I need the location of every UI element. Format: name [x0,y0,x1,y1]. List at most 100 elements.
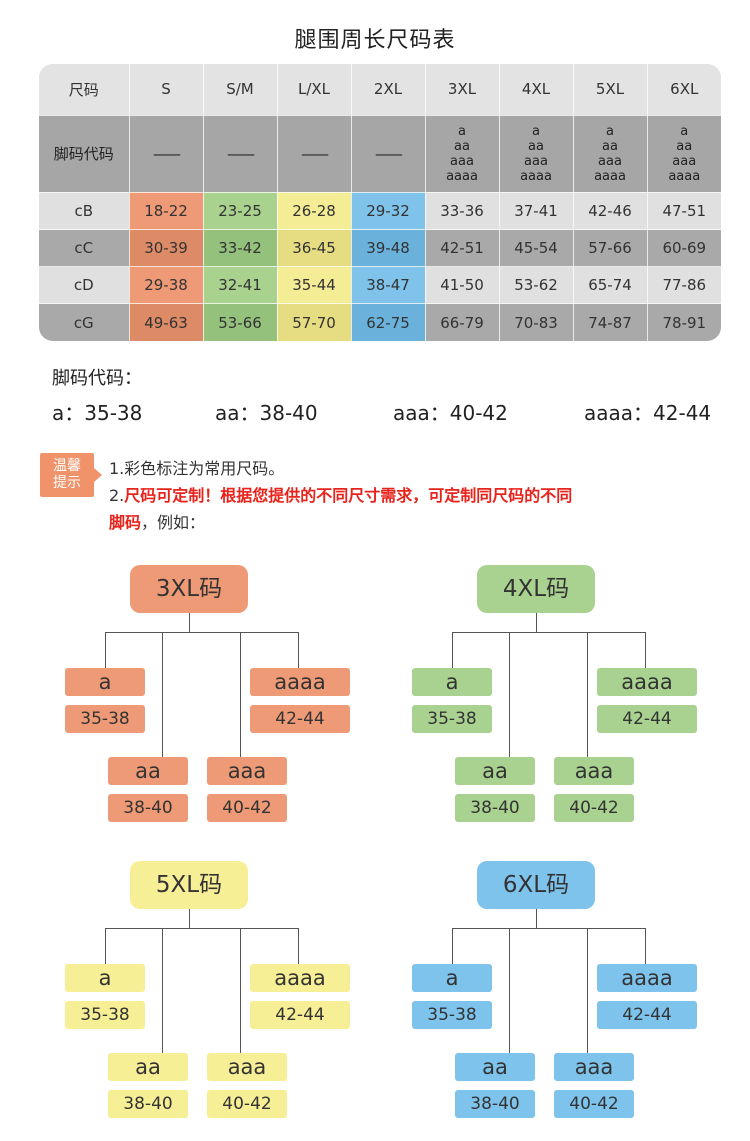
tip-line-2: 2.尺码可定制！根据您提供的不同尺寸需求，可定制同尺码的不同 [109,482,572,506]
tree-leaf-range: 40-42 [207,794,287,822]
tree-connector [240,632,241,758]
tree-leaf-range: 38-40 [455,794,535,822]
tree-leaf-range: 35-38 [412,705,492,733]
row-label: cB [39,192,130,231]
tree-connector [587,928,588,1054]
table-header-row: 尺码 S S/M L/XL 2XL 3XL 4XL 5XL 6XL [39,64,721,116]
tree-connector [105,928,298,929]
legend-item: aaaa：42-44 [584,401,712,425]
table-cell: 42-46 [573,192,648,231]
table-cell: 42-51 [425,229,500,268]
header-cell: 尺码 [39,64,130,116]
tree-leaf-label: aa [455,757,535,785]
table-cell: 38-47 [351,266,426,305]
row-label: cG [39,303,130,341]
tip-badge: 温馨 提示 [40,453,102,497]
tree-leaf-range: 35-38 [412,1001,492,1029]
table-cell: 60-69 [647,229,721,268]
tree-connector [536,909,537,928]
table-cell: 57-66 [573,229,648,268]
table-row: cG 49-63 53-66 57-70 62-75 66-79 70-83 7… [39,303,721,341]
tree-connector [105,632,106,668]
tree-leaf-range: 35-38 [65,1001,145,1029]
code-dash: —— [203,115,278,193]
table-cell: 57-70 [277,303,352,341]
table-cell: 33-36 [425,192,500,231]
header-cell: 6XL [647,64,721,116]
tree-connector [452,928,453,964]
header-cell: 3XL [425,64,500,116]
code-stack: a aa aaa aaaa [573,115,648,193]
tree-leaf-label: aaaa [250,964,350,992]
table-cell: 41-50 [425,266,500,305]
row-label: 脚码代码 [39,115,130,193]
table-cell: 29-38 [129,266,204,305]
table-cell: 77-86 [647,266,721,305]
code-dash: —— [351,115,426,193]
tree-connector [452,632,645,633]
tree-leaf-label: aa [108,757,188,785]
tree-leaf-range: 38-40 [455,1090,535,1118]
table-cell: 65-74 [573,266,648,305]
tree-leaf-label: a [412,964,492,992]
table-cell: 29-32 [351,192,426,231]
foot-code-row: 脚码代码 —— —— —— —— a aa aaa aaaa a aa aaa aaaa a… [39,115,721,193]
tree-leaf-range: 38-40 [108,794,188,822]
tree-root: 3XL码 [130,565,248,613]
table-cell: 32-41 [203,266,278,305]
tree-connector [452,632,453,668]
tip-badge-line: 提示 [53,475,81,491]
tree-leaf-range: 40-42 [554,794,634,822]
size-tree: 6XL码 a 35-38 aa 38-40 aaa 40-42 aaaa 42-44 [412,861,732,1131]
table-cell: 36-45 [277,229,352,268]
code-stack: a aa aaa aaaa [425,115,500,193]
table-row: cB 18-22 23-25 26-28 29-32 33-36 37-41 4… [39,192,721,231]
table-cell: 74-87 [573,303,648,341]
row-label: cD [39,266,130,305]
tree-leaf-label: aaa [207,1053,287,1081]
tip-prefix: 2. [109,486,125,505]
header-cell: 5XL [573,64,648,116]
tree-connector [452,928,645,929]
tree-leaf-label: aaaa [250,668,350,696]
legend-item: aa：38-40 [215,401,318,425]
tree-leaf-label: aaa [554,757,634,785]
table-cell: 45-54 [499,229,574,268]
header-cell: L/XL [277,64,352,116]
tree-leaf-range: 42-44 [250,1001,350,1029]
tree-leaf-label: aa [455,1053,535,1081]
header-cell: 4XL [499,64,574,116]
size-tree: 4XL码 a 35-38 aa 38-40 aaa 40-42 aaaa 42-44 [412,565,732,835]
table-cell: 49-63 [129,303,204,341]
table-cell: 37-41 [499,192,574,231]
tree-connector [298,632,299,668]
table-cell: 23-25 [203,192,278,231]
tree-leaf-label: aaa [207,757,287,785]
tree-leaf-label: aaaa [597,964,697,992]
table-cell: 26-28 [277,192,352,231]
tree-connector [587,632,588,758]
table-cell: 70-83 [499,303,574,341]
tree-leaf-label: a [65,964,145,992]
table-cell: 35-44 [277,266,352,305]
tip-line-1: 1.彩色标注为常用尺码。 [109,459,285,478]
table-cell: 30-39 [129,229,204,268]
table-row: cD 29-38 32-41 35-44 38-47 41-50 53-62 6… [39,266,721,305]
code-dash: —— [129,115,204,193]
header-cell: 2XL [351,64,426,116]
table-cell: 78-91 [662,313,707,332]
tip-badge-line: 温馨 [53,458,81,474]
tree-leaf-range: 38-40 [108,1090,188,1118]
tree-connector [509,632,510,758]
size-tree: 5XL码 a 35-38 aa 38-40 aaa 40-42 aaaa 42-44 [65,861,385,1131]
tree-connector [189,909,190,928]
tree-root: 6XL码 [477,861,595,909]
tree-leaf-range: 35-38 [65,705,145,733]
tree-leaf-label: aaaa [597,668,697,696]
tree-leaf-range: 42-44 [597,1001,697,1029]
table-cell: 47-51 [647,192,721,231]
size-table: 尺码 S S/M L/XL 2XL 3XL 4XL 5XL 6XL 脚码代码 —… [39,64,721,341]
tree-connector [162,632,163,758]
table-cell: 66-79 [425,303,500,341]
header-cell: S/M [203,64,278,116]
